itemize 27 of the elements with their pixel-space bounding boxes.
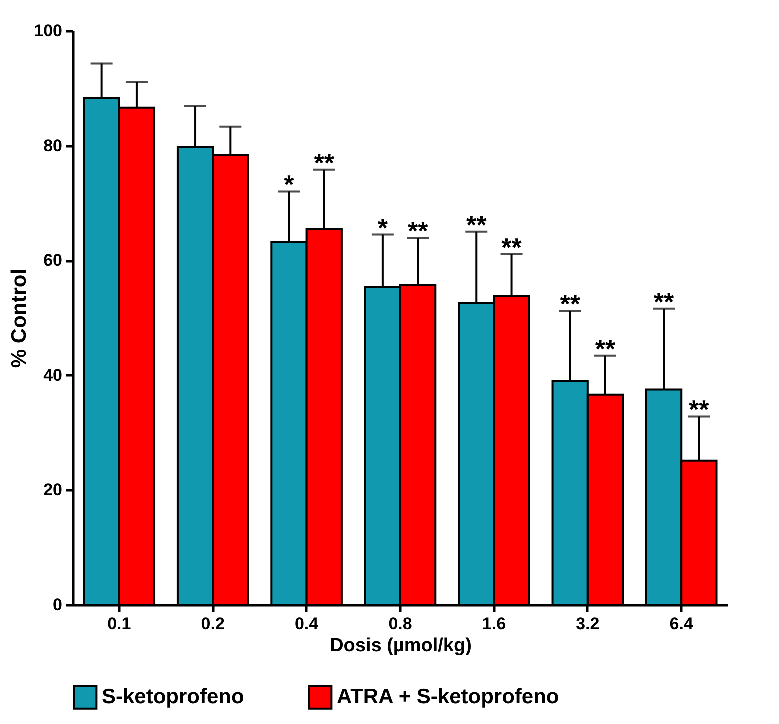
x-tick-label: 0.1 [108,614,132,634]
annotation: ** [595,334,616,364]
annotation: * [284,170,296,200]
annotation: ** [689,394,710,425]
annotation: ** [408,216,430,246]
annotation: ** [654,286,676,317]
y-axis-title: % Control [8,268,32,368]
legend-label: ATRA + S-ketoprofeno [337,686,560,709]
annotation: ** [314,148,336,178]
x-tick-label: 0.2 [201,614,225,634]
annotation: ** [502,232,523,262]
x-tick-label: 3.2 [576,614,600,634]
x-tick-label: 0.8 [388,614,412,634]
x-tick-label: 0.4 [294,614,320,634]
x-tick-label: 1.6 [482,614,506,634]
annotation: ** [560,289,582,320]
x-tick-label: 6.4 [670,614,694,634]
y-tick-label: 0 [53,596,62,614]
y-tick-label: 80 [44,136,62,156]
y-tick-label: 60 [44,251,62,270]
y-tick-label: 100 [34,22,62,40]
legend-label: S-ketoprofeno [102,686,244,709]
annotation: ** [466,210,488,240]
y-tick-label: 20 [44,480,62,500]
y-tick-label: 40 [44,366,62,385]
annotation: * [378,212,389,243]
x-axis-title: Dosis (µmol/kg) [330,636,472,656]
